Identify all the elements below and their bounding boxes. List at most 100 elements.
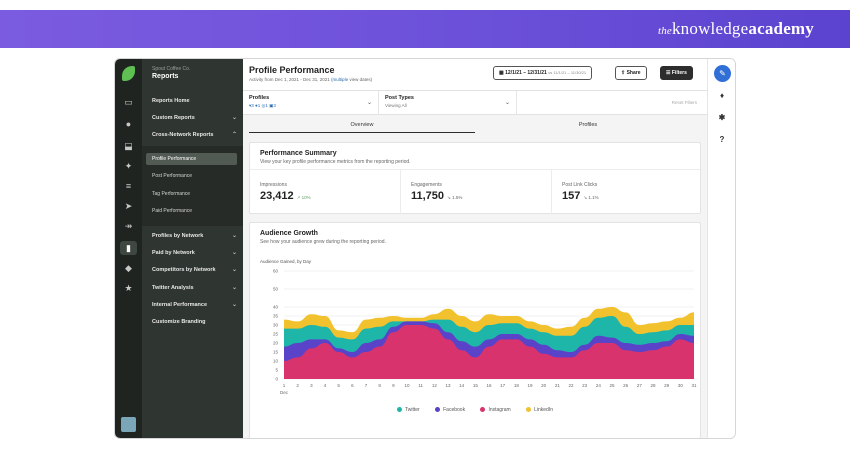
nav-item-cross-network[interactable]: Cross-Network Reports ⌃ <box>152 132 237 138</box>
metric-label: Engagements <box>411 182 442 188</box>
y-tick-label: 50 <box>273 287 279 292</box>
profiles-filter-label: Profiles <box>249 95 270 101</box>
chevron-down-icon: ⌄ <box>231 267 237 273</box>
x-tick-label: 11 <box>418 383 423 388</box>
app-logo-icon[interactable] <box>122 66 135 81</box>
metric-impressions: Impressions 23,412 ↗ 10% <box>250 169 401 215</box>
nav-item-competitors-by-network[interactable]: Competitors by Network ⌄ <box>152 267 237 273</box>
subnav-item-profile-performance[interactable]: Profile Performance <box>146 153 237 165</box>
reset-filters-link[interactable]: Reset Filters <box>671 100 697 105</box>
y-tick-label: 0 <box>275 377 278 382</box>
area-series-instagram[interactable] <box>284 325 694 379</box>
x-tick-label: 4 <box>324 383 327 388</box>
x-tick-label: 23 <box>582 383 588 388</box>
legend-item-facebook[interactable]: Facebook <box>435 407 465 413</box>
chart-label: Audience Gained, by Day <box>260 259 312 264</box>
x-tick-label: 18 <box>514 383 520 388</box>
tab-profiles[interactable]: Profiles <box>578 122 598 128</box>
profiles-filter[interactable]: Profiles ▾3 ●1 ◎1 ▣3 ⌄ <box>243 91 379 115</box>
metric-post-link-clicks: Post Link Clicks 157 ↘ 1.1% <box>552 169 702 215</box>
x-tick-label: 13 <box>445 383 451 388</box>
x-tick-label: 28 <box>650 383 656 388</box>
x-tick-label: 5 <box>337 383 340 388</box>
listening-icon[interactable]: ↠ <box>124 221 133 231</box>
x-tick-label: 1 <box>283 383 286 388</box>
avatar[interactable] <box>121 417 136 432</box>
page-header: Profile Performance Activity from Dec 1,… <box>243 59 707 91</box>
multiple-dates-link[interactable]: (multiple <box>331 77 349 82</box>
legend-swatch <box>526 407 532 413</box>
nav-item-twitter-analysis[interactable]: Twitter Analysis ⌄ <box>152 285 237 291</box>
star-icon[interactable]: ★ <box>124 283 133 293</box>
nav-item-profiles-by-network[interactable]: Profiles by Network ⌄ <box>152 233 237 239</box>
x-tick-label: 29 <box>664 383 670 388</box>
compose-icon[interactable]: ✎ <box>714 65 731 82</box>
page-title: Profile Performance <box>249 65 335 75</box>
nav-item-paid-by-network[interactable]: Paid by Network ⌄ <box>152 250 237 256</box>
metric-value: 157 ↘ 1.1% <box>562 190 599 202</box>
x-tick-label: 31 <box>691 383 697 388</box>
legend-item-instagram[interactable]: Instagram <box>480 407 511 413</box>
brand-logo: theknowledgeacademy <box>657 19 814 38</box>
x-tick-label: 10 <box>404 383 410 388</box>
metric-delta: ↘ 1.1% <box>583 195 599 200</box>
brand-banner: theknowledgeacademy <box>0 10 850 48</box>
legend-item-linkedin[interactable]: LinkedIn <box>526 407 553 413</box>
legend-item-twitter[interactable]: Twitter <box>396 407 420 413</box>
y-tick-label: 60 <box>273 269 279 274</box>
nav-item-customize-branding[interactable]: Customize Branding <box>152 319 206 325</box>
post-types-filter[interactable]: Post Types Viewing All ⌄ <box>379 91 517 115</box>
metric-engagements: Engagements 11,750 ↘ 1.5% <box>401 169 552 215</box>
page-subtitle: Activity from Dec 1, 2021 - Dec 31, 2021… <box>249 77 373 82</box>
chevron-down-icon: ⌄ <box>504 100 510 106</box>
metric-value: 23,412 ↗ 10% <box>260 190 311 202</box>
chevron-down-icon: ⌄ <box>231 285 237 291</box>
subnav-item-tag-performance[interactable]: Tag Performance <box>152 191 191 197</box>
y-tick-label: 15 <box>273 350 279 355</box>
y-tick-label: 25 <box>273 332 279 337</box>
chevron-up-icon: ⌃ <box>231 132 237 138</box>
pin-icon[interactable]: ✦ <box>124 161 133 171</box>
subnav-item-post-performance[interactable]: Post Performance <box>152 173 193 179</box>
activity-icon[interactable]: ✱ <box>718 113 726 122</box>
date-range-button[interactable]: ▦ 12/1/21 – 12/31/21 vs 11/1/21 – 11/30/… <box>493 66 593 80</box>
chevron-down-icon: ⌄ <box>231 233 237 239</box>
right-toolbar: ✎ ♦ ✱ ? <box>707 59 735 438</box>
nav-item-internal-performance[interactable]: Internal Performance ⌄ <box>152 302 237 308</box>
x-tick-label: 7 <box>365 383 368 388</box>
summary-title: Performance Summary <box>260 150 337 157</box>
metric-value: 11,750 ↘ 1.5% <box>411 190 463 202</box>
metric-delta: ↗ 10% <box>296 195 311 200</box>
inbox-icon[interactable]: ▭ <box>124 97 133 107</box>
y-tick-label: 35 <box>273 314 279 319</box>
list-icon[interactable]: ≡ <box>125 181 132 191</box>
nav-item-custom-reports[interactable]: Custom Reports ⌄ <box>152 115 237 121</box>
tab-overview[interactable]: Overview <box>249 119 475 133</box>
help-icon[interactable]: ? <box>719 135 725 144</box>
x-tick-label: 30 <box>678 383 684 388</box>
x-tick-label: 12 <box>432 383 438 388</box>
x-tick-label: 15 <box>473 383 479 388</box>
filters-button[interactable]: ☰ Filters <box>660 66 693 80</box>
main-content: Profile Performance Activity from Dec 1,… <box>243 59 735 438</box>
tasks-icon[interactable]: ⬓ <box>124 141 133 151</box>
share-button[interactable]: ⇧ Share <box>615 66 647 80</box>
chevron-down-icon: ⌄ <box>231 250 237 256</box>
x-tick-label: 21 <box>555 383 561 388</box>
x-tick-label: 3 <box>310 383 313 388</box>
subnav-item-paid-performance[interactable]: Paid Performance <box>152 208 193 214</box>
send-icon[interactable]: ➤ <box>124 201 133 211</box>
x-tick-label: 22 <box>568 383 574 388</box>
nav-item-reports-home[interactable]: Reports Home <box>152 98 190 104</box>
notifications-icon[interactable]: ♦ <box>719 91 725 100</box>
review-icon[interactable]: ◆ <box>125 263 132 273</box>
sliders-icon: ☰ <box>666 70 672 76</box>
publish-icon[interactable]: ● <box>125 119 132 129</box>
reports-icon[interactable]: ▮ <box>120 241 137 255</box>
legend-swatch <box>435 407 441 413</box>
chevron-down-icon: ⌄ <box>366 100 372 106</box>
metric-label: Impressions <box>260 182 287 188</box>
x-tick-label: 6 <box>351 383 354 388</box>
cross-network-subnav: Profile Performance Post Performance Tag… <box>142 146 243 226</box>
